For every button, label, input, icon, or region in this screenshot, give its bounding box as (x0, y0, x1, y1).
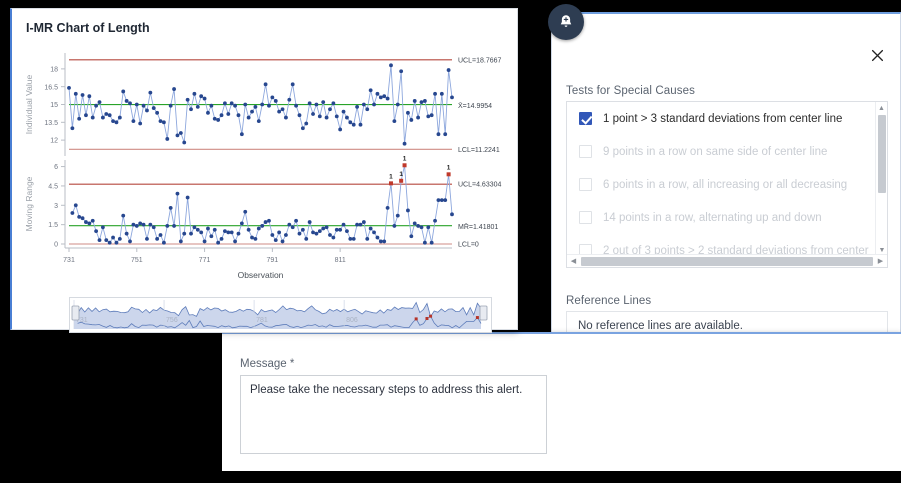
svg-text:13.5: 13.5 (44, 120, 58, 127)
chart-navigator[interactable]: 731 756 781 806 (69, 297, 492, 333)
checkbox-icon[interactable] (579, 178, 592, 191)
tests-for-special-causes-list[interactable]: 1 point > 3 standard deviations from cen… (566, 101, 888, 268)
checkbox-icon[interactable] (579, 244, 592, 256)
scroll-up-icon[interactable]: ▲ (878, 104, 885, 112)
svg-text:LCL=0: LCL=0 (458, 242, 479, 249)
checkbox-icon[interactable] (579, 211, 592, 224)
svg-text:LCL=11.2241: LCL=11.2241 (458, 147, 500, 154)
message-label: Message * (240, 358, 295, 370)
svg-text:751: 751 (131, 257, 143, 264)
svg-text:MR̄=1.41801: MR̄=1.41801 (458, 223, 498, 231)
svg-text:UCL=4.63304: UCL=4.63304 (458, 182, 502, 189)
svg-text:0: 0 (54, 242, 58, 249)
svg-text:811: 811 (335, 257, 346, 264)
tests-vertical-scrollbar[interactable]: ▲ ▼ (875, 102, 887, 256)
svg-text:1.5: 1.5 (48, 222, 58, 229)
svg-text:1: 1 (403, 155, 407, 162)
svg-text:Moving Range: Moving Range (24, 176, 34, 231)
test-option-label: 2 out of 3 points > 2 standard deviation… (603, 244, 869, 257)
scrollbar-thumb[interactable] (581, 256, 873, 266)
test-option-label: 9 points in a row on same side of center… (603, 145, 828, 158)
tests-list-viewport: 1 point > 3 standard deviations from cen… (567, 102, 887, 256)
reference-lines-label: Reference Lines (566, 295, 652, 307)
alert-message-panel: Message * Please take the necessary step… (222, 332, 901, 471)
test-option-5[interactable]: 2 out of 3 points > 2 standard deviation… (567, 234, 887, 256)
imr-chart: 12 13.5 15 16.5 18 Individual Value UCL=18.766… (24, 53, 502, 280)
scroll-right-icon[interactable]: ▶ (877, 258, 884, 265)
tests-horizontal-scrollbar[interactable]: ◀ ▶ (567, 254, 887, 267)
svg-text:X̄=14.9954: X̄=14.9954 (458, 102, 492, 110)
imr-chart-card: I-MR Chart of Length 12 13.5 15 16.5 18 Indiv… (10, 8, 518, 333)
svg-text:806: 806 (346, 317, 358, 324)
test-option-2[interactable]: 9 points in a row on same side of center… (567, 135, 887, 168)
page-title: I-MR Chart of Length (26, 21, 150, 35)
svg-text:1: 1 (447, 164, 451, 171)
svg-text:1: 1 (399, 171, 403, 178)
svg-text:15: 15 (50, 102, 58, 109)
svg-text:1: 1 (389, 173, 393, 180)
svg-text:771: 771 (199, 257, 211, 264)
checkbox-icon[interactable] (579, 112, 592, 125)
scrollbar-thumb[interactable] (878, 115, 886, 193)
svg-text:6: 6 (54, 164, 58, 171)
test-option-3[interactable]: 6 points in a row, all increasing or all… (567, 168, 887, 201)
reference-lines-empty-text: No reference lines are available. (578, 319, 743, 332)
svg-text:731: 731 (63, 257, 75, 264)
svg-text:16.5: 16.5 (44, 84, 58, 91)
svg-text:UCL=18.7667: UCL=18.7667 (458, 57, 502, 64)
scroll-left-icon[interactable]: ◀ (570, 258, 577, 265)
svg-text:781: 781 (256, 317, 268, 324)
test-option-label: 6 points in a row, all increasing or all… (603, 178, 848, 191)
message-input[interactable]: Please take the necessary steps to addre… (240, 375, 547, 454)
svg-text:18: 18 (50, 66, 58, 73)
test-option-4[interactable]: 14 points in a row, alternating up and d… (567, 201, 887, 234)
svg-text:Observation: Observation (238, 270, 284, 280)
chart-navigator-svg[interactable]: 731 756 781 806 (70, 298, 491, 332)
test-option-1[interactable]: 1 point > 3 standard deviations from cen… (567, 102, 887, 135)
svg-text:791: 791 (267, 257, 279, 264)
bell-alert-icon (548, 4, 584, 40)
scroll-down-icon[interactable]: ▼ (878, 246, 886, 254)
svg-text:Individual Value: Individual Value (24, 75, 34, 135)
checkbox-icon[interactable] (579, 145, 592, 158)
svg-text:12: 12 (50, 138, 58, 145)
svg-text:756: 756 (166, 317, 178, 324)
test-option-label: 1 point > 3 standard deviations from cen… (603, 112, 843, 125)
test-option-label: 14 points in a row, alternating up and d… (603, 211, 822, 224)
svg-text:4.5: 4.5 (48, 184, 58, 191)
close-icon[interactable] (866, 44, 888, 66)
tests-for-special-causes-label: Tests for Special Causes (566, 85, 695, 97)
svg-text:3: 3 (54, 203, 58, 210)
svg-text:731: 731 (76, 317, 88, 324)
